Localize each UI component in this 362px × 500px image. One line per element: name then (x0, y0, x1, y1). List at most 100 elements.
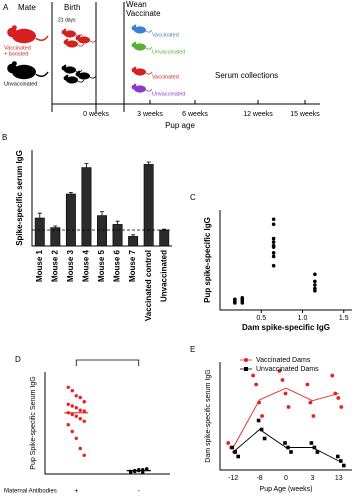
mouse-head (61, 65, 67, 71)
mouse-ear (66, 74, 69, 77)
timeline-label: 12 weeks (243, 111, 273, 118)
point (315, 450, 320, 454)
point (74, 436, 78, 440)
timeline-label: 0 weeks (83, 111, 109, 118)
error-bar (115, 220, 120, 225)
mouse-tail (89, 39, 97, 43)
point (336, 396, 341, 400)
legend-label: Unvaccinated Dams (256, 366, 319, 373)
mouse-icon (63, 74, 85, 84)
error-bar (84, 163, 89, 168)
x-tick-label: -12 (228, 475, 238, 482)
x-axis-label: Pup Age (weeks) (260, 486, 313, 493)
axes (219, 210, 352, 311)
mouse-body (66, 76, 78, 84)
dam-group-label: Unvaccinated (4, 81, 37, 87)
point (311, 414, 316, 418)
error-bar (131, 234, 136, 237)
dam-group-label: Vaccinated (4, 45, 31, 51)
point (283, 441, 287, 445)
mouse-icon (7, 61, 49, 80)
x-tick-label: + (74, 488, 78, 495)
point (78, 417, 82, 421)
point (336, 454, 340, 459)
pup-group-label: Unvaccinated (152, 91, 185, 97)
mouse-body (134, 43, 146, 51)
stage-label: Mate (18, 3, 36, 12)
x-tick-label: 1.0 (298, 315, 308, 322)
stage-label: Vaccinate (126, 9, 161, 18)
error-bar (146, 161, 151, 165)
point (262, 436, 267, 441)
mouse-head (7, 27, 17, 38)
point (230, 445, 234, 450)
error-bar (100, 211, 104, 216)
mouse-icon (131, 83, 153, 93)
point (78, 408, 82, 412)
x-tick-label: Mouse 4 (82, 249, 91, 282)
point (70, 429, 74, 434)
dam-group-label: + boosted (4, 51, 28, 57)
point (240, 296, 245, 300)
axes (219, 362, 352, 471)
mouse-ear (12, 61, 17, 66)
point (82, 409, 86, 413)
mouse-icon (131, 66, 153, 76)
mouse-body (64, 66, 76, 74)
point (271, 236, 276, 241)
timeline-label: 15 weeks (290, 111, 320, 118)
panel-letter: E (190, 345, 195, 354)
x-tick-label: Mouse 2 (50, 249, 59, 282)
point (312, 445, 317, 450)
legend-label: Vaccinated Dams (256, 357, 311, 364)
mouse-tail (77, 43, 85, 47)
point (330, 373, 335, 378)
mouse-body (134, 68, 146, 76)
point (286, 445, 290, 450)
pup-group-label: Unvaccinated (152, 49, 185, 55)
point (313, 279, 317, 284)
mouse-icon (131, 41, 153, 51)
panel-letter: B (2, 133, 7, 142)
mouse-ear (12, 25, 17, 30)
point (74, 406, 78, 410)
mouse-head (131, 84, 137, 90)
mouse-body (64, 30, 76, 38)
x-tick-label: Vaccinated control (144, 250, 153, 321)
point (305, 382, 310, 387)
bar (143, 164, 154, 247)
mouse-ear (134, 24, 137, 27)
point (286, 405, 291, 409)
x-tick-label: -8 (256, 475, 262, 482)
point (271, 254, 276, 259)
mouse-ear (134, 83, 137, 86)
interval-label: 21 days (58, 17, 76, 23)
y-axis-label: Pup Spike-specific Serum IgG (30, 376, 37, 469)
x-tick-label: 13 (335, 475, 343, 482)
point (342, 463, 346, 468)
error-bar (37, 212, 42, 218)
point (141, 470, 145, 474)
point (256, 418, 261, 423)
point (339, 459, 343, 463)
mouse-tail (145, 29, 153, 33)
mouse-icon (7, 25, 49, 44)
x-tick-label: - (138, 488, 141, 495)
panel-letter: A (3, 3, 9, 12)
timeline-label: 6 weeks (182, 111, 208, 118)
point (82, 400, 86, 404)
bar (112, 224, 123, 247)
mouse-ear (78, 70, 81, 73)
x-tick-label: Mouse 1 (35, 249, 44, 282)
point (309, 441, 314, 445)
point (74, 394, 78, 398)
x-axis-label: Maternal Antibodies (4, 489, 57, 495)
mouse-icon (63, 38, 85, 48)
point (74, 414, 78, 418)
y-axis-label: Spike-specific serum IgG (15, 150, 24, 246)
point (339, 405, 344, 409)
x-tick-label: 1.5 (339, 315, 349, 322)
point (70, 404, 74, 408)
bar (97, 215, 107, 247)
mouse-icon (75, 34, 97, 44)
